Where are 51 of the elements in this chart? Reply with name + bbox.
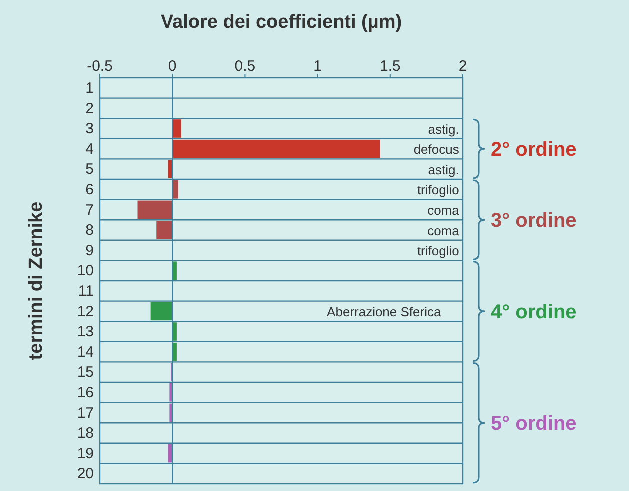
bar — [172, 140, 380, 158]
y-tick-label: 16 — [77, 384, 94, 402]
y-tick-label: 10 — [77, 262, 94, 280]
annotation: coma — [428, 202, 460, 218]
x-axis-title: Valore dei coefficienti (µm) — [160, 12, 402, 33]
annotation: Aberrazione Sferica — [327, 304, 442, 320]
y-tick-label: 17 — [77, 404, 94, 422]
annotation: coma — [428, 223, 460, 238]
annotation: astig. — [428, 122, 460, 137]
annotation: trifoglio — [417, 244, 460, 259]
bar — [172, 342, 177, 362]
bar — [168, 444, 173, 463]
y-tick-label: 8 — [86, 222, 94, 240]
y-tick-label: 9 — [86, 242, 94, 260]
text: 2° ordine — [491, 139, 577, 162]
bar — [172, 180, 178, 199]
x-tick-label: 0.5 — [234, 58, 256, 75]
bar — [172, 262, 177, 280]
y-tick-label: 7 — [86, 202, 94, 219]
x-tick-label: -0.5 — [87, 58, 113, 75]
text: 5° ordine — [491, 413, 577, 436]
y-tick-label: 5 — [86, 161, 94, 178]
y-tick-label: 6 — [86, 181, 94, 198]
y-tick-label: 1 — [86, 80, 94, 97]
bar — [150, 302, 173, 321]
annotation: astig. — [428, 162, 460, 178]
annotation: trifoglio — [417, 182, 460, 198]
bar — [168, 160, 173, 178]
x-tick-label: 0 — [168, 58, 177, 75]
y-tick-label: 2 — [86, 100, 94, 118]
bar — [138, 200, 173, 220]
y-tick-label: 18 — [77, 425, 94, 442]
y-tick-label: 12 — [77, 303, 94, 320]
text: 4° ordine — [491, 301, 577, 324]
y-tick-label: 11 — [78, 282, 94, 300]
y-tick-label: 15 — [77, 364, 94, 382]
y-tick-label: 14 — [77, 344, 94, 361]
y-axis-title: termini di Zernike — [26, 202, 47, 360]
annotation: defocus — [414, 142, 460, 158]
y-tick-label: 20 — [77, 466, 94, 483]
y-tick-label: 13 — [77, 324, 94, 341]
x-tick-label: 2 — [458, 58, 468, 75]
x-tick-label: 1 — [314, 58, 322, 75]
bar — [172, 322, 177, 341]
x-tick-label: 1.5 — [380, 58, 401, 75]
text: 3° ordine — [491, 210, 577, 232]
y-tick-label: 19 — [77, 445, 94, 462]
bar — [172, 120, 182, 138]
y-tick-label: 4 — [86, 140, 94, 158]
y-tick-label: 3 — [86, 120, 94, 138]
bar — [156, 221, 173, 240]
